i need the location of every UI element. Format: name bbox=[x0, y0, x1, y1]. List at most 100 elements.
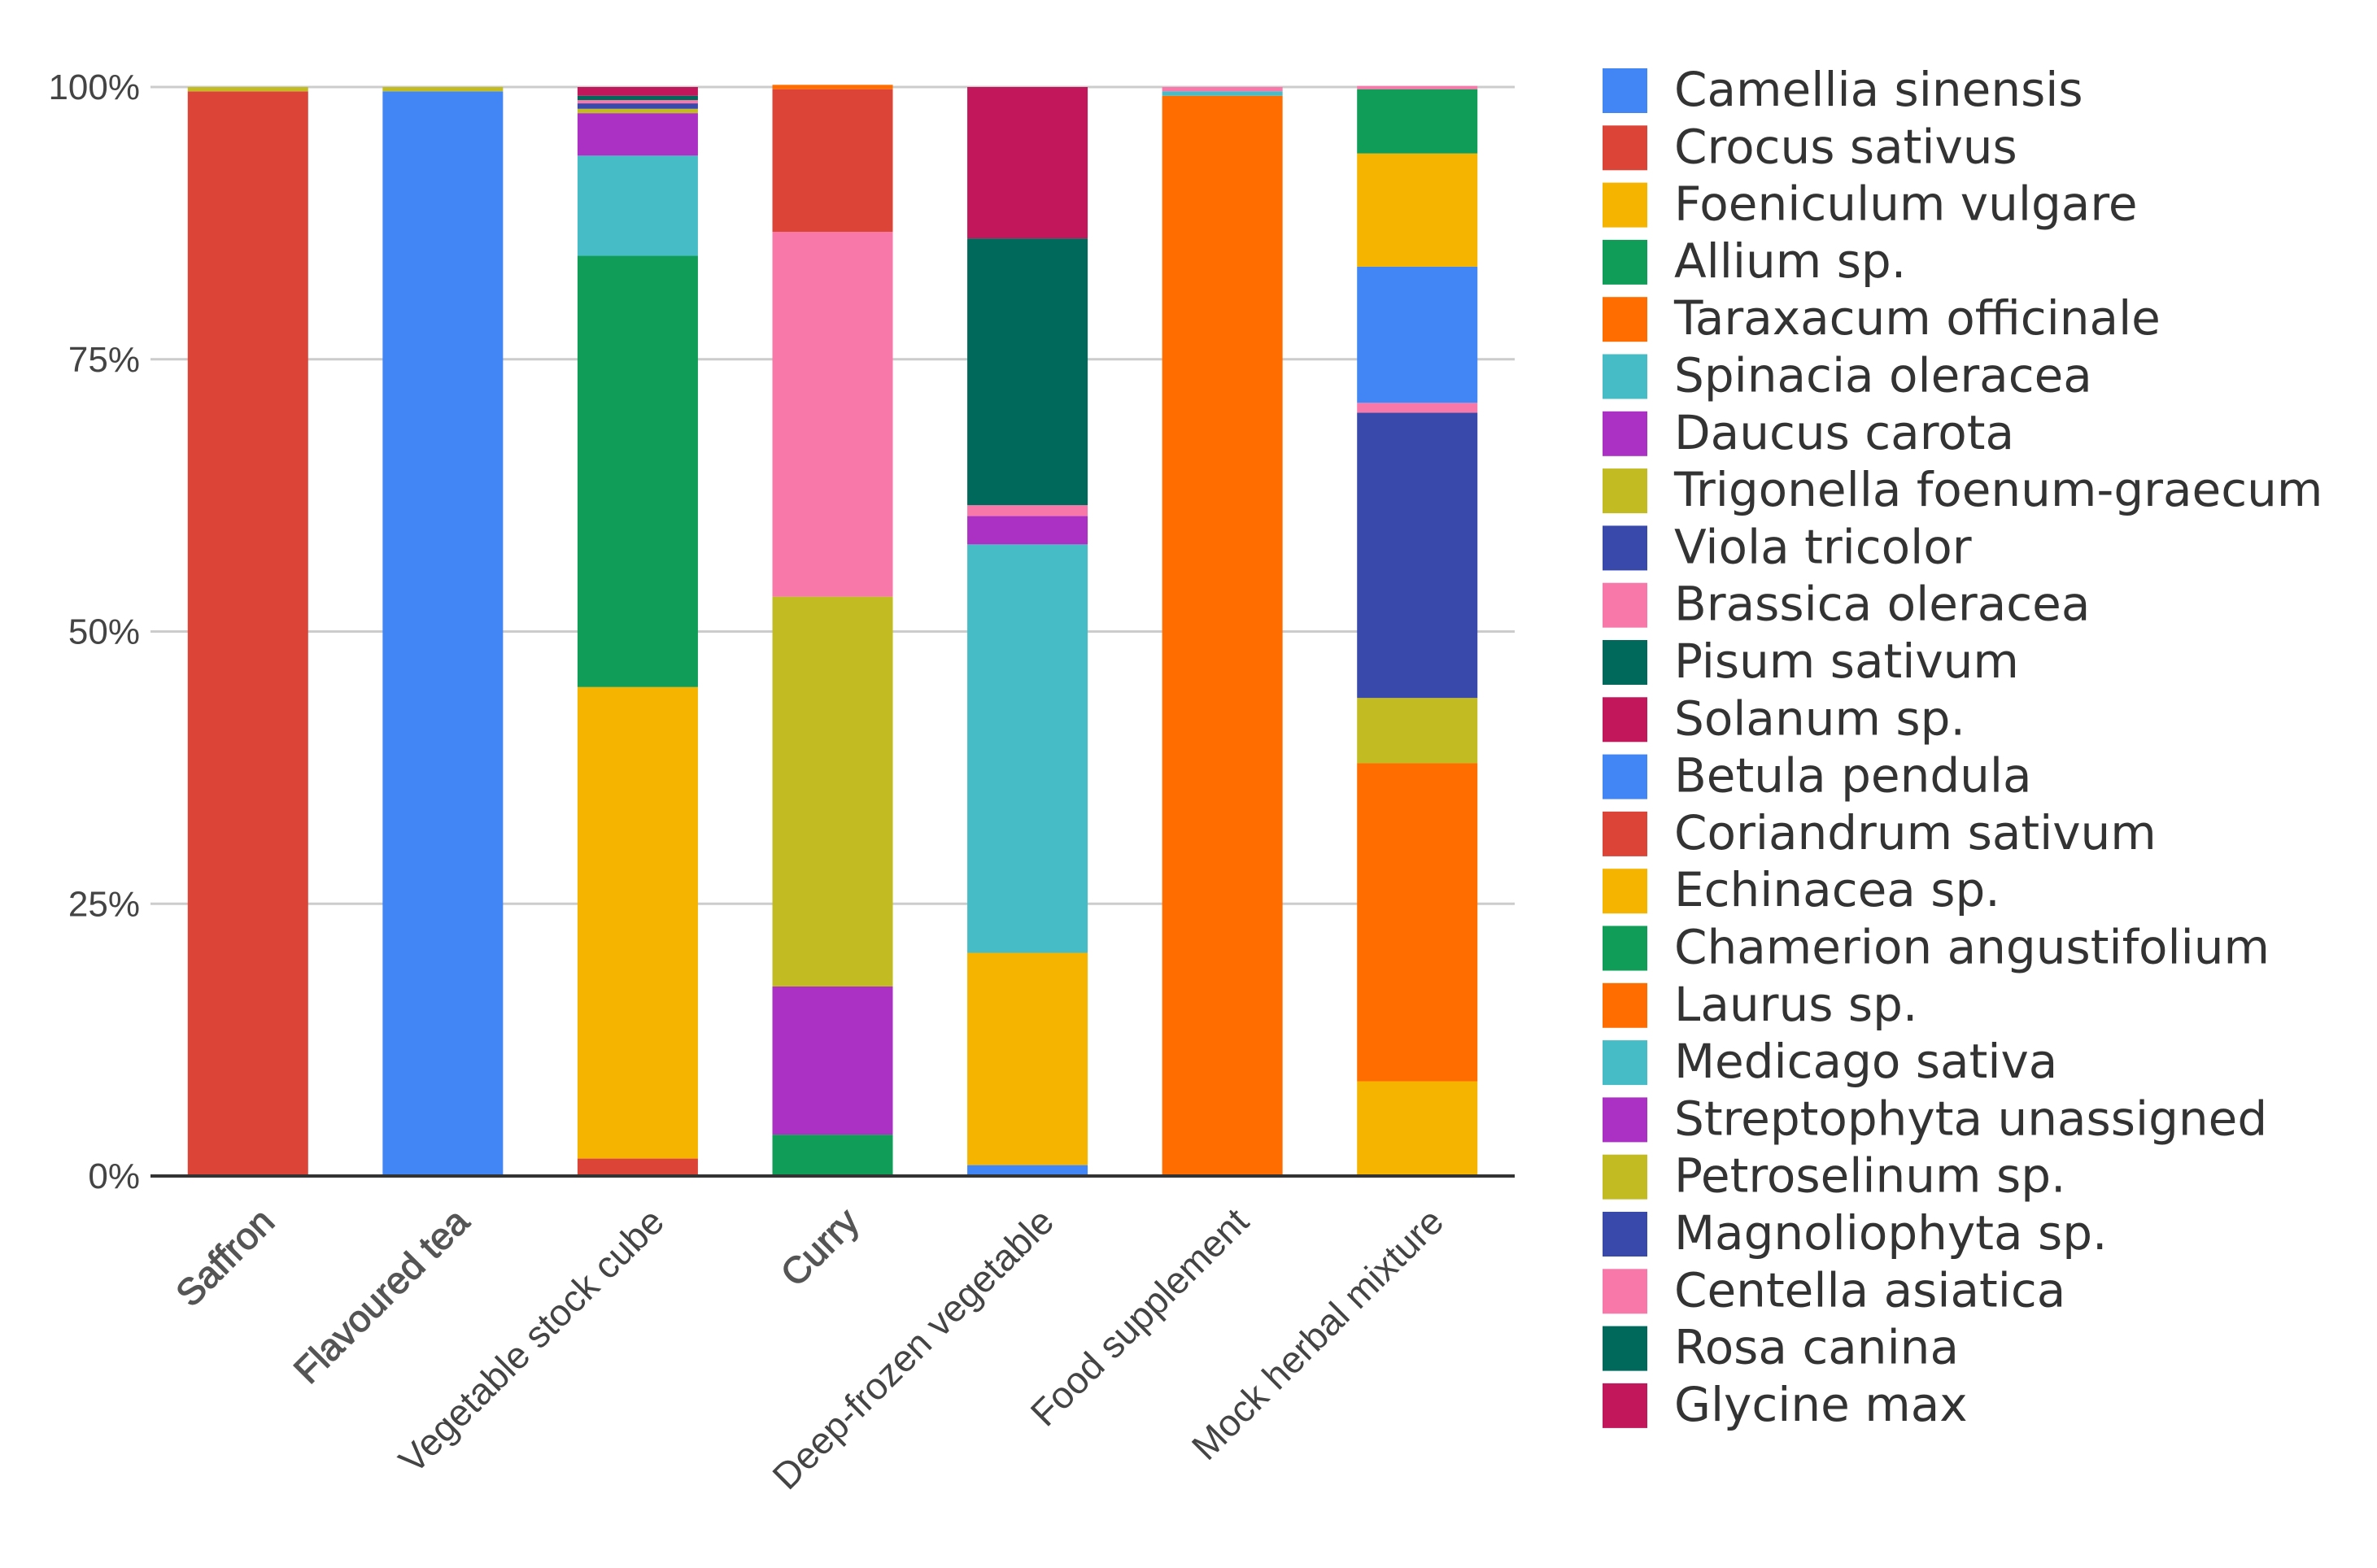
bar-segment bbox=[772, 232, 893, 597]
x-category-label: Curry bbox=[772, 1200, 866, 1294]
legend-label: Echinacea sp. bbox=[1674, 862, 2000, 917]
bar-segment bbox=[577, 1158, 698, 1176]
legend-swatch bbox=[1603, 354, 1647, 399]
bar-segment bbox=[967, 87, 1088, 239]
x-category-label: Saffron bbox=[168, 1200, 282, 1314]
legend-swatch bbox=[1603, 1326, 1647, 1371]
legend-label: Glycine max bbox=[1674, 1377, 1968, 1432]
legend-label: Crocus sativus bbox=[1674, 119, 2017, 174]
legend-label: Magnoliophyta sp. bbox=[1674, 1205, 2107, 1261]
bar-segment bbox=[772, 596, 893, 987]
bar-segment bbox=[187, 91, 308, 1177]
legend-label: Foeniculum vulgare bbox=[1674, 176, 2138, 232]
bar-segment bbox=[577, 255, 698, 687]
bar-segment bbox=[967, 505, 1088, 516]
legend-label: Laurus sp. bbox=[1674, 977, 1917, 1032]
legend-label: Daucus carota bbox=[1674, 405, 2014, 460]
y-tick-label: 75% bbox=[68, 340, 140, 380]
legend-label: Medicago sativa bbox=[1674, 1034, 2057, 1089]
bar-segment bbox=[577, 95, 698, 101]
legend-swatch bbox=[1603, 182, 1647, 228]
bar-segment bbox=[1357, 89, 1478, 154]
legend-label: Solanum sp. bbox=[1674, 690, 1965, 746]
bar-segment bbox=[967, 516, 1088, 545]
y-tick-label: 25% bbox=[68, 884, 140, 924]
legend-label: Betula pendula bbox=[1674, 748, 2032, 804]
bar-segment bbox=[187, 87, 308, 92]
bar-segment bbox=[1162, 87, 1283, 92]
bar-segment bbox=[382, 87, 504, 92]
legend-label: Pisum sativum bbox=[1674, 634, 2019, 689]
bar-segment bbox=[1162, 91, 1283, 96]
legend-label: Taraxacum officinale bbox=[1673, 290, 2161, 346]
legend-label: Chamerion angustifolium bbox=[1674, 920, 2270, 975]
legend-swatch bbox=[1603, 411, 1647, 456]
bar-segment bbox=[577, 113, 698, 156]
legend-swatch bbox=[1603, 697, 1647, 743]
y-tick-label: 0% bbox=[88, 1156, 140, 1196]
legend-swatch bbox=[1603, 869, 1647, 914]
y-tick-label: 50% bbox=[68, 612, 140, 652]
x-category-label: Flavoured tea bbox=[286, 1200, 478, 1392]
legend-label: Viola tricolor bbox=[1674, 519, 1972, 574]
bar-segment bbox=[1357, 85, 1478, 89]
legend-swatch bbox=[1603, 1383, 1647, 1428]
legend-swatch bbox=[1603, 125, 1647, 171]
legend-label: Petroselinum sp. bbox=[1674, 1148, 2065, 1204]
bar-segment bbox=[577, 100, 698, 104]
legend-label: Streptophyta unassigned bbox=[1674, 1091, 2267, 1146]
bar-segment bbox=[577, 103, 698, 109]
bar-segment bbox=[1357, 1081, 1478, 1176]
legend-swatch bbox=[1603, 582, 1647, 628]
bar-segment bbox=[967, 952, 1088, 1165]
legend-label: Allium sp. bbox=[1674, 233, 1906, 289]
legend-swatch bbox=[1603, 640, 1647, 685]
bar-segment bbox=[967, 1165, 1088, 1176]
bar-segment bbox=[967, 238, 1088, 506]
bar-segment bbox=[382, 91, 504, 1177]
legend-swatch bbox=[1603, 68, 1647, 113]
legend-label: Rosa canina bbox=[1674, 1320, 1959, 1375]
legend-swatch bbox=[1603, 1212, 1647, 1257]
legend-swatch bbox=[1603, 926, 1647, 971]
bar-segment bbox=[577, 155, 698, 256]
bar-segment bbox=[1357, 412, 1478, 699]
legend-swatch bbox=[1603, 297, 1647, 342]
legend-label: Centella asiatica bbox=[1674, 1262, 2065, 1318]
legend-swatch bbox=[1603, 239, 1647, 285]
legend-label: Brassica oleracea bbox=[1674, 577, 2090, 632]
bar-segment bbox=[772, 85, 893, 89]
bars bbox=[187, 85, 1478, 1177]
bar-segment bbox=[772, 89, 893, 233]
legend-swatch bbox=[1603, 468, 1647, 514]
legend-swatch bbox=[1603, 525, 1647, 571]
bar-segment bbox=[967, 544, 1088, 953]
y-tick-label: 100% bbox=[48, 68, 140, 107]
legend-swatch bbox=[1603, 811, 1647, 856]
legend-label: Camellia sinensis bbox=[1674, 62, 2083, 117]
legend-swatch bbox=[1603, 754, 1647, 799]
y-axis-ticks: 0% 25% 50% 75% 100% bbox=[48, 68, 140, 1196]
legend-label: Trigonella foenum-graecum bbox=[1673, 462, 2322, 517]
bar-segment bbox=[577, 87, 698, 96]
bar-segment bbox=[577, 686, 698, 1159]
bar-segment bbox=[1357, 153, 1478, 267]
bar-segment bbox=[772, 1135, 893, 1176]
bar-segment bbox=[772, 987, 893, 1135]
bar-segment bbox=[1357, 403, 1478, 413]
legend-swatch bbox=[1603, 1154, 1647, 1200]
bar-segment bbox=[1162, 95, 1283, 1176]
bar-segment bbox=[577, 108, 698, 114]
bar-segment bbox=[1357, 763, 1478, 1082]
legend-swatch bbox=[1603, 1269, 1647, 1314]
legend-swatch bbox=[1603, 982, 1647, 1028]
legend-swatch bbox=[1603, 1097, 1647, 1143]
bar-segment bbox=[1357, 698, 1478, 764]
legend-swatch bbox=[1603, 1040, 1647, 1086]
bar-segment bbox=[1357, 266, 1478, 403]
legend-label: Coriandrum sativum bbox=[1674, 805, 2157, 860]
legend-label: Spinacia oleracea bbox=[1674, 348, 2092, 403]
